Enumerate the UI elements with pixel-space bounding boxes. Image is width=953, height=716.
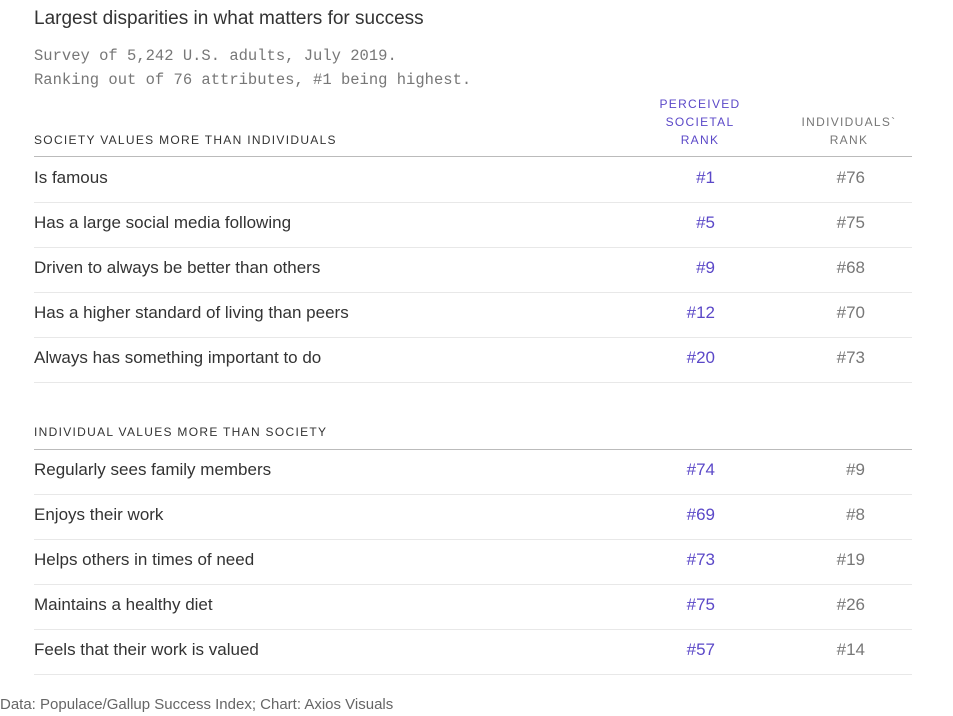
row-label: Feels that their work is valued bbox=[34, 640, 259, 659]
row-label: Driven to always be better than others bbox=[34, 258, 321, 277]
source-footer: Data: Populace/Gallup Success Index; Cha… bbox=[0, 696, 394, 713]
section-divider bbox=[34, 449, 912, 450]
table-row: Maintains a healthy diet #75 #26 bbox=[34, 584, 912, 630]
row-label: Has a higher standard of living than pee… bbox=[34, 303, 349, 322]
societal-rank-value: #5 bbox=[696, 213, 715, 232]
row-label: Enjoys their work bbox=[34, 505, 164, 524]
societal-rank-value: #9 bbox=[696, 258, 715, 277]
column-header-individual-line: RANK bbox=[829, 133, 869, 147]
individual-rank-value: #70 bbox=[836, 303, 865, 322]
row-label: Helps others in times of need bbox=[34, 550, 255, 569]
row-label: Has a large social media following bbox=[34, 213, 292, 232]
column-header-societal-rank: PERCEIVED SOCIETAL RANK bbox=[650, 95, 750, 149]
societal-rank-value: #69 bbox=[686, 505, 715, 524]
column-header-individual-rank: INDIVIDUALS` RANK bbox=[796, 113, 902, 149]
societal-rank-value: #57 bbox=[686, 640, 715, 659]
individual-rank-value: #19 bbox=[836, 550, 865, 569]
individual-rank-value: #14 bbox=[836, 640, 865, 659]
individual-rank-value: #73 bbox=[836, 348, 865, 367]
individual-rank-value: #68 bbox=[836, 258, 865, 277]
chart-title: Largest disparities in what matters for … bbox=[34, 8, 424, 29]
societal-rank-value: #75 bbox=[686, 595, 715, 614]
individual-rank-value: #75 bbox=[836, 213, 865, 232]
row-label: Always has something important to do bbox=[34, 348, 322, 367]
societal-rank-value: #73 bbox=[686, 550, 715, 569]
individual-rank-value: #8 bbox=[846, 505, 865, 524]
subtitle-line-2: Ranking out of 76 attributes, #1 being h… bbox=[34, 71, 472, 89]
table-row: Regularly sees family members #74 #9 bbox=[34, 449, 912, 495]
column-header-societal-line: PERCEIVED bbox=[659, 97, 741, 111]
table-row: Enjoys their work #69 #8 bbox=[34, 494, 912, 540]
societal-rank-value: #74 bbox=[686, 460, 715, 479]
table-row: Is famous #1 #76 bbox=[34, 157, 912, 203]
individual-rank-value: #9 bbox=[846, 460, 865, 479]
row-label: Is famous bbox=[34, 168, 108, 187]
individual-rank-value: #26 bbox=[836, 595, 865, 614]
row-label: Maintains a healthy diet bbox=[34, 595, 213, 614]
table-row: Feels that their work is valued #57 #14 bbox=[34, 629, 912, 675]
column-header-individual-line: INDIVIDUALS` bbox=[801, 115, 897, 129]
table-row: Has a large social media following #5 #75 bbox=[34, 202, 912, 248]
section-heading: INDIVIDUAL VALUES MORE THAN SOCIETY bbox=[34, 425, 328, 439]
column-header-societal-line: RANK bbox=[680, 133, 720, 147]
subtitle-line-1: Survey of 5,242 U.S. adults, July 2019. bbox=[34, 47, 397, 65]
section-divider bbox=[34, 156, 912, 157]
table-row: Has a higher standard of living than pee… bbox=[34, 292, 912, 338]
societal-rank-value: #1 bbox=[696, 168, 715, 187]
individual-rank-value: #76 bbox=[836, 168, 865, 187]
table-row: Driven to always be better than others #9… bbox=[34, 247, 912, 293]
row-label: Regularly sees family members bbox=[34, 460, 272, 479]
column-header-societal-line: SOCIETAL bbox=[665, 115, 735, 129]
table-row: Helps others in times of need #73 #19 bbox=[34, 539, 912, 585]
societal-rank-value: #20 bbox=[686, 348, 715, 367]
section-heading: SOCIETY VALUES MORE THAN INDIVIDUALS bbox=[34, 133, 337, 147]
societal-rank-value: #12 bbox=[686, 303, 715, 322]
table-row: Always has something important to do #20 #… bbox=[34, 337, 912, 383]
